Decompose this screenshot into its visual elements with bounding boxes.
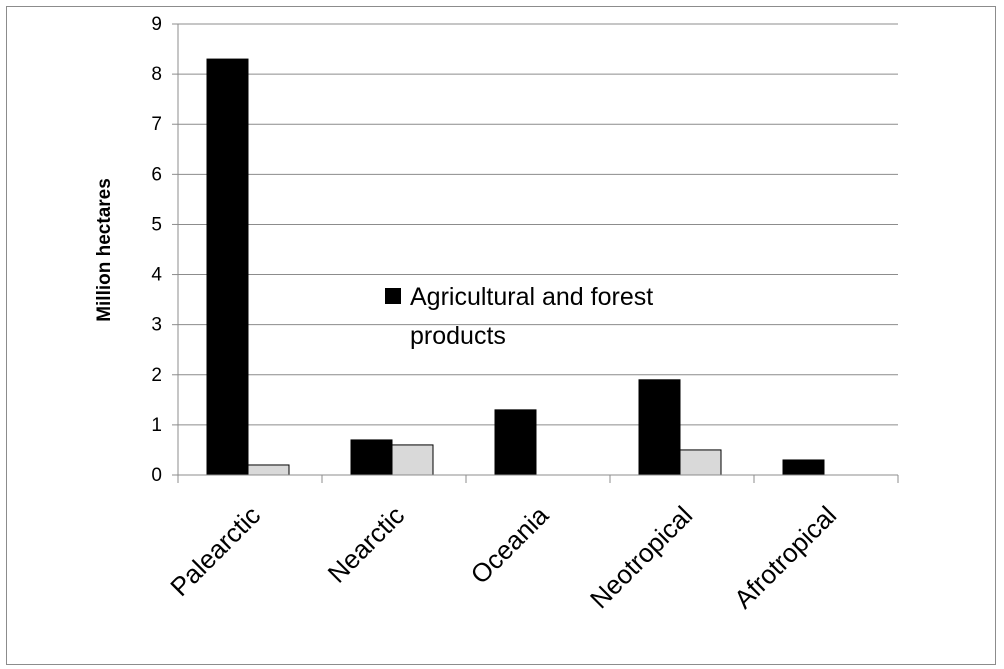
legend-swatch-series-1: [385, 288, 401, 304]
y-tick-label: 7: [151, 114, 162, 135]
gridlines: [172, 23, 898, 476]
bar-nearctic-series-2: [391, 444, 434, 476]
x-tick-labels: Palearctic Nearctic Oceania Neotropical Afro…: [164, 500, 842, 615]
x-tick-label: Oceania: [465, 500, 555, 590]
axes: [177, 24, 899, 483]
bar-nearctic-series-1: [350, 439, 393, 476]
bar-afrotropical-series-1: [782, 459, 825, 476]
y-tick-label: 2: [151, 365, 162, 386]
legend-label-line-1: Agricultural and forest: [410, 283, 653, 311]
y-tick-label: 1: [151, 415, 162, 436]
bar-neotropical-series-1: [638, 379, 681, 476]
chart-frame: [6, 6, 996, 665]
y-tick-label: 4: [151, 265, 162, 286]
legend-label-line-2: products: [410, 322, 506, 350]
x-tick-label: Nearctic: [322, 500, 411, 589]
legend: Agricultural and forest products: [385, 283, 653, 350]
bar-palearctic-series-1: [206, 58, 249, 476]
y-tick-label: 8: [151, 64, 162, 85]
bar-oceania-series-1: [494, 409, 537, 476]
x-tick-label: Afrotropical: [728, 500, 842, 614]
x-tick-label: Neotropical: [584, 500, 698, 614]
bar-neotropical-series-2: [679, 449, 722, 476]
y-tick-label: 0: [151, 465, 162, 486]
y-tick-label: 5: [151, 214, 162, 235]
x-tick-label: Palearctic: [164, 500, 266, 602]
y-tick-labels: 0 1 2 3 4 5 6 7 8 9: [151, 14, 162, 486]
bars: [206, 58, 825, 476]
bar-palearctic-series-2: [247, 464, 290, 476]
y-axis-label: Million hectares: [94, 178, 115, 322]
y-tick-label: 3: [151, 315, 162, 336]
y-tick-label: 9: [151, 14, 162, 35]
y-tick-label: 6: [151, 164, 162, 185]
